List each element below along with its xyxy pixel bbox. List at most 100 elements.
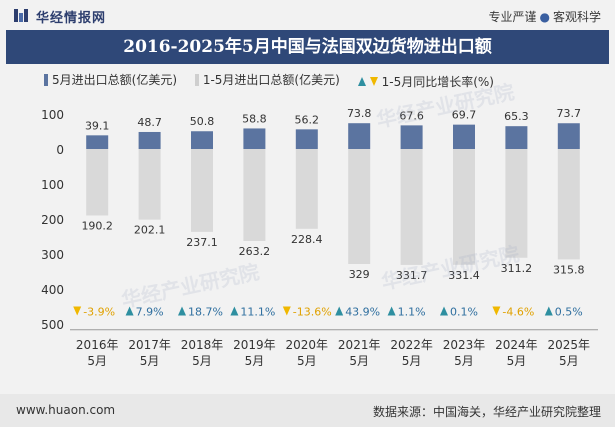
ytd-bar (400, 149, 423, 265)
may-value-label: 65.3 (504, 110, 529, 123)
x-tick-label: 2019年 (233, 338, 276, 352)
footer: www.huaon.com 数据来源：中国海关，华经产业研究院整理 (0, 394, 615, 427)
ytd-value-label: 228.4 (291, 233, 323, 246)
dot-separator: ● (539, 10, 550, 24)
ytd-value-label: 315.8 (553, 263, 585, 276)
ytd-bar (86, 149, 109, 216)
growth-value-label: 7.9% (136, 306, 164, 319)
growth-value-label: 0.1% (450, 306, 478, 319)
x-tick-label: 5月 (245, 354, 265, 368)
may-bar (505, 126, 528, 149)
growth-up-marker (230, 306, 239, 316)
growth-value-label: 43.9% (345, 306, 380, 319)
growth-down-marker (492, 306, 501, 316)
x-tick-label: 2023年 (443, 338, 486, 352)
slogan-left: 专业严谨 (488, 10, 537, 24)
ytd-bar (557, 149, 580, 260)
may-bar (295, 129, 318, 149)
may-bar (557, 123, 580, 149)
legend-swatch-may (44, 73, 48, 86)
x-tick-label: 5月 (140, 354, 160, 368)
x-tick-label: 2018年 (181, 338, 224, 352)
may-value-label: 50.8 (190, 115, 215, 128)
ytd-value-label: 331.4 (448, 269, 480, 282)
ytd-bar (191, 149, 213, 232)
x-tick-label: 2022年 (390, 338, 433, 352)
growth-value-label: -13.6% (293, 306, 332, 319)
x-tick-label: 2017年 (128, 338, 171, 352)
may-value-label: 73.7 (557, 107, 582, 120)
ytd-value-label: 263.2 (239, 245, 271, 258)
may-value-label: 67.6 (399, 109, 424, 122)
growth-up-marker (125, 306, 134, 316)
may-bar (453, 124, 475, 149)
legend-label-growth: 1-5月同比增长率(%) (381, 74, 494, 89)
growth-up-marker (544, 306, 553, 316)
y-tick-label: 100 (41, 178, 64, 192)
may-bar (243, 128, 266, 149)
x-tick-label: 5月 (87, 354, 107, 368)
x-tick-label: 5月 (192, 354, 212, 368)
legend-label-may: 5月进出口总额(亿美元) (52, 73, 177, 87)
footer-site-link[interactable]: www.huaon.com (16, 403, 116, 417)
growth-value-label: 0.5% (555, 306, 583, 319)
legend-item-may: 5月进出口总额(亿美元) (44, 71, 177, 88)
ytd-value-label: 190.2 (81, 219, 113, 232)
x-tick-label: 5月 (297, 354, 317, 368)
x-tick-label: 5月 (402, 354, 422, 368)
chart-legend: 5月进出口总额(亿美元) 1-5月进出口总额(亿美元) 1-5月同比增长率(%) (44, 71, 508, 91)
y-tick-label: 500 (41, 318, 64, 332)
x-tick-label: 5月 (454, 354, 474, 368)
x-tick-label: 2020年 (286, 338, 329, 352)
growth-value-label: 1.1% (398, 306, 426, 319)
may-value-label: 56.2 (295, 113, 320, 126)
x-tick-label: 2024年 (495, 338, 538, 352)
growth-value-label: 18.7% (188, 306, 223, 319)
growth-down-marker (73, 306, 82, 316)
ytd-value-label: 237.1 (186, 236, 218, 249)
growth-up-marker (335, 306, 344, 316)
legend-item-ytd: 1-5月进出口总额(亿美元) (194, 71, 340, 88)
may-bar (86, 135, 109, 149)
bar-chart: 100 0 100 200 300 400 500 39.1 190.2 -3.9% 2016年 5月… (41, 107, 598, 368)
y-tick-label: 100 (41, 108, 64, 122)
x-tick-label: 5月 (507, 354, 527, 368)
chart-title: 2016-2025年5月中国与法国双边货物进出口额 (6, 30, 609, 64)
growth-up-marker (440, 306, 448, 316)
growth-value-label: 11.1% (240, 306, 275, 319)
x-tick-label: 2021年 (338, 338, 381, 352)
y-tick-label: 0 (56, 143, 64, 157)
ytd-value-label: 331.7 (396, 269, 428, 282)
growth-value-label: -3.9% (83, 306, 115, 319)
logo-icon (14, 9, 28, 22)
legend-up-triangle-icon (357, 76, 366, 86)
ytd-bar (138, 149, 161, 220)
y-tick-label: 300 (41, 248, 64, 262)
x-tick-label: 2016年 (76, 338, 119, 352)
ytd-bar (243, 149, 266, 241)
may-value-label: 48.7 (137, 116, 162, 129)
brand-name: 华经情报网 (36, 11, 107, 26)
ytd-bar (505, 149, 528, 258)
ytd-value-label: 311.2 (501, 262, 533, 275)
may-value-label: 73.8 (347, 107, 372, 120)
top-bar: 华经情报网 专业严谨 ● 客观科学 (0, 0, 615, 30)
ytd-bar (453, 149, 475, 265)
may-bar (138, 131, 161, 149)
ytd-value-label: 329 (349, 268, 370, 281)
may-bar (348, 123, 371, 149)
may-bar (400, 125, 423, 149)
x-tick-label: 2025年 (548, 338, 591, 352)
y-tick-label: 400 (41, 283, 64, 297)
legend-down-triangle-icon (369, 76, 378, 86)
footer-source: 数据来源：中国海关，华经产业研究院整理 (372, 405, 601, 419)
may-value-label: 58.8 (242, 112, 267, 125)
legend-swatch-ytd (194, 73, 199, 86)
y-tick-label: 200 (41, 213, 64, 227)
may-value-label: 39.1 (85, 119, 110, 132)
may-bar (191, 131, 213, 149)
legend-label-ytd: 1-5月进出口总额(亿美元) (202, 73, 340, 87)
x-tick-label: 5月 (559, 354, 579, 368)
may-value-label: 69.7 (452, 109, 477, 122)
ytd-bar (348, 149, 371, 264)
